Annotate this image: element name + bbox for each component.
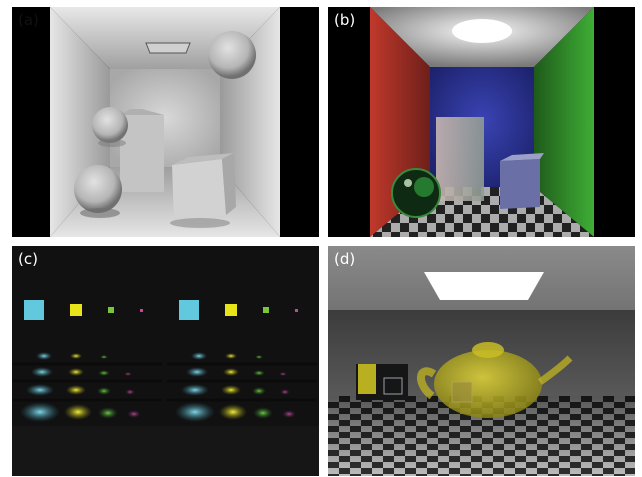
panel-c-label: (c) (18, 250, 38, 268)
panel-a: (a) (12, 7, 319, 237)
panel-b-label: (b) (334, 11, 356, 29)
panel-a-label: (a) (18, 11, 39, 29)
panel-d-label: (d) (334, 250, 356, 268)
ao-scene (12, 7, 319, 237)
panel-c: (c) (12, 246, 319, 476)
teapot-scene (328, 246, 635, 476)
panel-d: (d) (328, 246, 635, 476)
cornell-box-scene (328, 7, 635, 237)
panel-b: (b) (328, 7, 635, 237)
reflection-scene (12, 246, 319, 476)
